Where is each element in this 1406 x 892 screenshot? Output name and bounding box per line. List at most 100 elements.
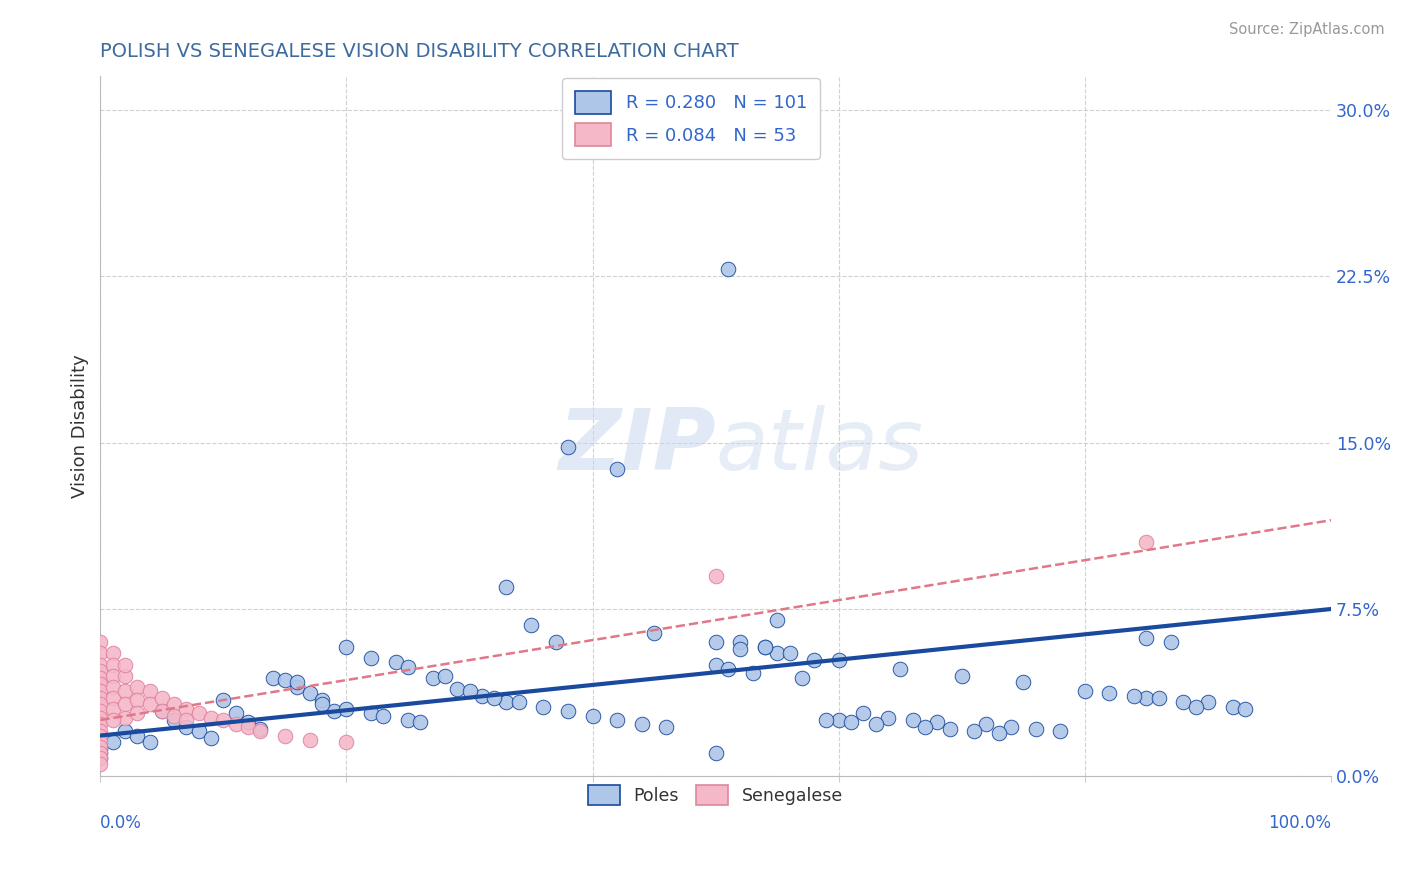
Point bbox=[101, 713, 124, 727]
Point bbox=[187, 706, 209, 721]
Point bbox=[89, 677, 111, 691]
Point bbox=[360, 706, 382, 721]
Point bbox=[754, 640, 776, 654]
Point bbox=[508, 695, 530, 709]
Point bbox=[274, 729, 297, 743]
Text: 100.0%: 100.0% bbox=[1268, 814, 1331, 832]
Point bbox=[89, 664, 111, 678]
Point bbox=[938, 722, 960, 736]
Point bbox=[176, 720, 198, 734]
Point bbox=[89, 735, 111, 749]
Point bbox=[741, 666, 763, 681]
Point bbox=[828, 653, 851, 667]
Point bbox=[1135, 631, 1157, 645]
Point bbox=[557, 440, 579, 454]
Point bbox=[89, 690, 111, 705]
Point bbox=[89, 647, 111, 661]
Point bbox=[914, 720, 936, 734]
Text: atlas: atlas bbox=[716, 405, 924, 488]
Point bbox=[704, 568, 727, 582]
Point bbox=[606, 713, 628, 727]
Point bbox=[1012, 675, 1035, 690]
Point bbox=[101, 657, 124, 672]
Point bbox=[236, 720, 259, 734]
Point bbox=[89, 724, 111, 739]
Point bbox=[114, 668, 136, 682]
Legend: Poles, Senegalese: Poles, Senegalese bbox=[582, 779, 849, 813]
Point bbox=[323, 704, 346, 718]
Point bbox=[101, 668, 124, 682]
Point bbox=[581, 708, 603, 723]
Point bbox=[138, 684, 160, 698]
Point bbox=[557, 704, 579, 718]
Point bbox=[285, 680, 308, 694]
Point bbox=[631, 717, 654, 731]
Point bbox=[200, 731, 222, 745]
Point bbox=[396, 713, 419, 727]
Point bbox=[471, 689, 494, 703]
Point bbox=[89, 747, 111, 761]
Point bbox=[1074, 684, 1097, 698]
Point bbox=[114, 724, 136, 739]
Point bbox=[373, 708, 395, 723]
Point bbox=[717, 262, 740, 277]
Point bbox=[150, 704, 173, 718]
Point bbox=[384, 655, 406, 669]
Point bbox=[101, 735, 124, 749]
Point bbox=[89, 739, 111, 754]
Point bbox=[89, 704, 111, 718]
Point bbox=[138, 735, 160, 749]
Point bbox=[176, 702, 198, 716]
Point bbox=[1135, 535, 1157, 549]
Point bbox=[114, 657, 136, 672]
Point bbox=[409, 715, 432, 730]
Point bbox=[1049, 724, 1071, 739]
Point bbox=[790, 671, 813, 685]
Point bbox=[89, 711, 111, 725]
Point bbox=[187, 724, 209, 739]
Point bbox=[225, 706, 247, 721]
Point bbox=[963, 724, 986, 739]
Point bbox=[815, 713, 838, 727]
Point bbox=[249, 722, 271, 736]
Point bbox=[89, 657, 111, 672]
Point bbox=[901, 713, 924, 727]
Text: ZIP: ZIP bbox=[558, 405, 716, 488]
Point bbox=[298, 733, 321, 747]
Point bbox=[446, 681, 468, 696]
Text: POLISH VS SENEGALESE VISION DISABILITY CORRELATION CHART: POLISH VS SENEGALESE VISION DISABILITY C… bbox=[100, 42, 740, 61]
Point bbox=[298, 686, 321, 700]
Point bbox=[1147, 690, 1170, 705]
Point bbox=[976, 717, 998, 731]
Point bbox=[987, 726, 1010, 740]
Point bbox=[89, 729, 111, 743]
Point bbox=[335, 735, 357, 749]
Point bbox=[839, 715, 862, 730]
Point bbox=[852, 706, 875, 721]
Point bbox=[531, 699, 554, 714]
Point bbox=[1098, 686, 1121, 700]
Point bbox=[163, 698, 186, 712]
Point bbox=[681, 125, 703, 139]
Point bbox=[482, 690, 505, 705]
Point bbox=[274, 673, 297, 687]
Point bbox=[89, 635, 111, 649]
Point bbox=[927, 715, 949, 730]
Point bbox=[89, 698, 111, 712]
Point bbox=[544, 635, 567, 649]
Point bbox=[360, 650, 382, 665]
Point bbox=[730, 642, 752, 657]
Point bbox=[89, 750, 111, 764]
Point bbox=[89, 750, 111, 764]
Point bbox=[495, 695, 517, 709]
Point bbox=[335, 640, 357, 654]
Point bbox=[262, 671, 284, 685]
Point bbox=[1184, 699, 1206, 714]
Point bbox=[311, 693, 333, 707]
Point bbox=[779, 647, 801, 661]
Point bbox=[754, 640, 776, 654]
Point bbox=[766, 647, 789, 661]
Point bbox=[89, 747, 111, 761]
Point bbox=[828, 713, 851, 727]
Text: 0.0%: 0.0% bbox=[100, 814, 142, 832]
